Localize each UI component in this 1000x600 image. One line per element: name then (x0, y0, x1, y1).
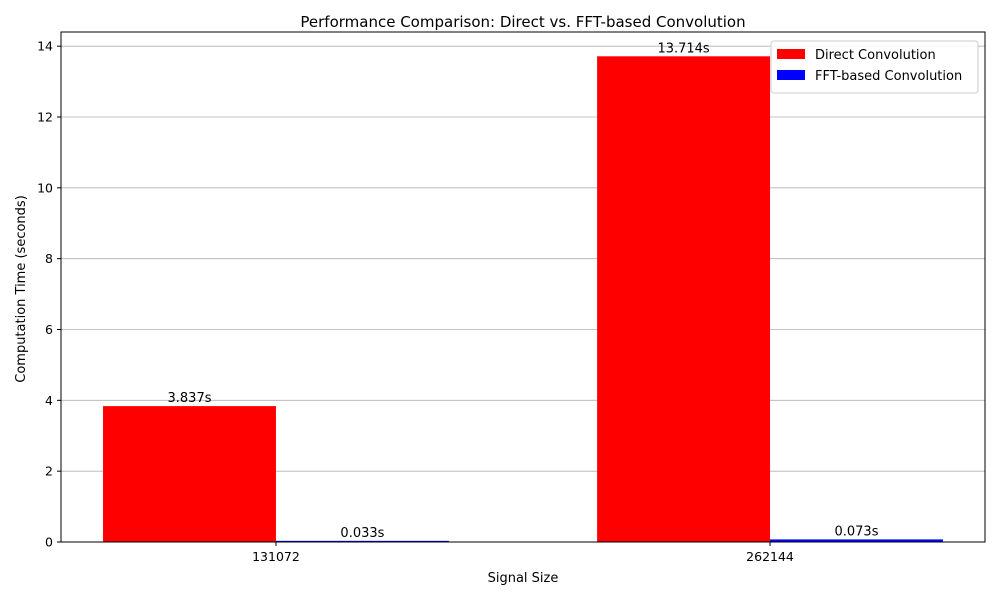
y-tick-label-7: 14 (37, 39, 53, 54)
x-tick-label-0: 131072 (252, 549, 300, 564)
y-tick-label-2: 4 (45, 393, 53, 408)
legend-swatch-0 (777, 49, 805, 59)
bar-0-0 (103, 406, 276, 542)
y-tick-label-1: 2 (45, 464, 53, 479)
plot-frame (60, 31, 986, 543)
y-tick-label-5: 10 (37, 180, 53, 195)
y-tick-label-6: 12 (37, 110, 53, 125)
bar-1-1 (770, 539, 943, 542)
chart-title: Performance Comparison: Direct vs. FFT-b… (300, 13, 745, 31)
x-axis-label: Signal Size (488, 571, 559, 586)
y-tick-label-0: 0 (45, 535, 53, 550)
bar-1-0 (275, 540, 449, 542)
legend-label-1: FFT-based Convolution (815, 69, 962, 84)
y-axis-label: Computation Time (seconds) (14, 195, 29, 383)
data-label-0-0: 3.837s (168, 391, 212, 406)
y-tick-label-4: 8 (45, 251, 53, 266)
data-label-1-0: 0.033s (340, 526, 384, 541)
data-label-1-1: 0.073s (834, 524, 878, 539)
y-tick-label-3: 6 (45, 322, 53, 337)
bar-0-1 (597, 56, 771, 542)
data-labels: 3.837s 13.714s 0.033s 0.073s (168, 41, 879, 541)
bars (103, 56, 943, 542)
legend-swatch-1 (777, 70, 805, 80)
data-label-0-1: 13.714s (657, 41, 709, 56)
axes: 0 2 4 6 8 10 12 14 131072 262144 (37, 31, 986, 564)
legend-label-0: Direct Convolution (815, 48, 936, 63)
legend: Direct Convolution FFT-based Convolution (770, 40, 979, 94)
x-tick-label-1: 262144 (746, 549, 794, 564)
legend-box (770, 40, 979, 94)
